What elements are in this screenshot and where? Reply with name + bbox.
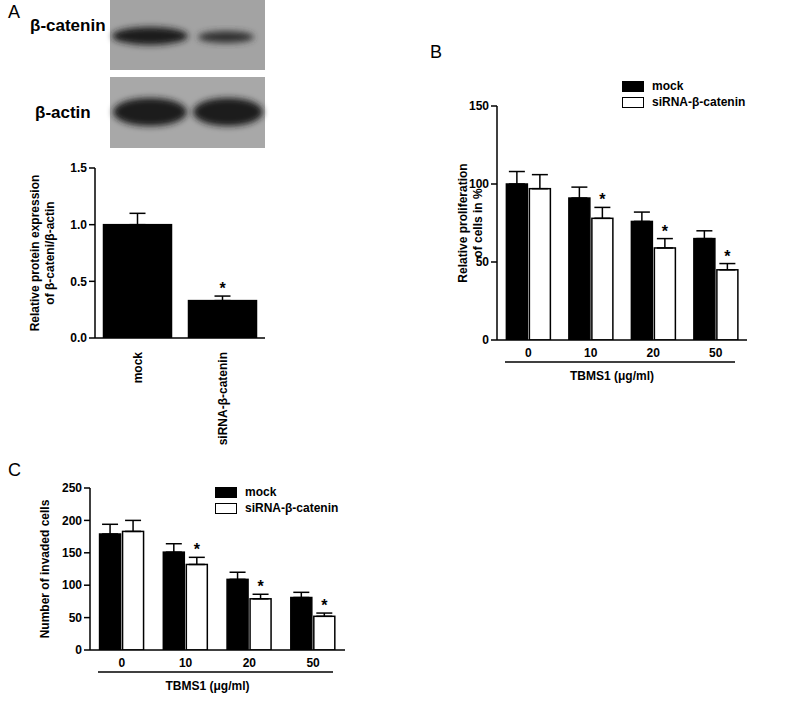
svg-text:1.5: 1.5 xyxy=(70,161,87,175)
svg-text:*: * xyxy=(257,578,264,595)
svg-text:0.5: 0.5 xyxy=(70,275,87,289)
svg-text:0: 0 xyxy=(119,656,126,670)
svg-text:*: * xyxy=(321,597,328,614)
svg-text:100: 100 xyxy=(469,177,489,191)
svg-text:of cells in %: of cells in % xyxy=(471,188,485,258)
html-text:A: A xyxy=(8,2,20,22)
html-text:B: B xyxy=(430,42,442,62)
svg-text:1.0: 1.0 xyxy=(70,218,87,232)
svg-text:TBMS1 (μg/ml): TBMS1 (μg/ml) xyxy=(570,369,654,383)
svg-text:20: 20 xyxy=(647,346,661,360)
svg-text:Number of invaded cells: Number of invaded cells xyxy=(38,499,52,638)
svg-text:*: * xyxy=(219,280,226,297)
svg-text:50: 50 xyxy=(69,611,83,625)
svg-text:*: * xyxy=(599,191,606,208)
svg-text:0: 0 xyxy=(525,346,532,360)
html-text:mock: mock xyxy=(245,485,277,499)
html-text:mock: mock xyxy=(652,79,684,93)
svg-text:0: 0 xyxy=(482,333,489,347)
svg-text:100: 100 xyxy=(62,578,82,592)
svg-text:10: 10 xyxy=(179,656,193,670)
svg-text:*: * xyxy=(194,541,201,558)
svg-text:50: 50 xyxy=(476,255,490,269)
svg-text:0.0: 0.0 xyxy=(70,331,87,345)
svg-text:β-catenin: β-catenin xyxy=(30,16,106,35)
svg-text:20: 20 xyxy=(243,656,257,670)
svg-text:10: 10 xyxy=(584,346,598,360)
svg-text:Relative protein expression: Relative protein expression xyxy=(28,175,42,332)
svg-text:0: 0 xyxy=(75,643,82,657)
html-text:C: C xyxy=(8,460,21,480)
svg-text:200: 200 xyxy=(62,514,82,528)
svg-text:50: 50 xyxy=(709,346,723,360)
html-text:siRNA-β-catenin: siRNA-β-catenin xyxy=(652,95,746,109)
html-text:siRNA-β-catenin: siRNA-β-catenin xyxy=(245,501,339,515)
svg-text:TBMS1 (μg/ml): TBMS1 (μg/ml) xyxy=(165,679,249,693)
svg-text:Relative proliferation: Relative proliferation xyxy=(456,163,470,282)
svg-text:β-actin: β-actin xyxy=(35,103,91,122)
svg-text:150: 150 xyxy=(469,99,489,113)
svg-text:of β-cateni/β-actin: of β-cateni/β-actin xyxy=(43,201,57,304)
svg-text:*: * xyxy=(724,248,731,265)
svg-text:*: * xyxy=(662,223,669,240)
svg-text:250: 250 xyxy=(62,481,82,495)
svg-text:150: 150 xyxy=(62,546,82,560)
svg-text:50: 50 xyxy=(306,656,320,670)
svg-text:siRNA-β-catenin: siRNA-β-catenin xyxy=(216,352,230,445)
svg-text:mock: mock xyxy=(131,352,145,384)
